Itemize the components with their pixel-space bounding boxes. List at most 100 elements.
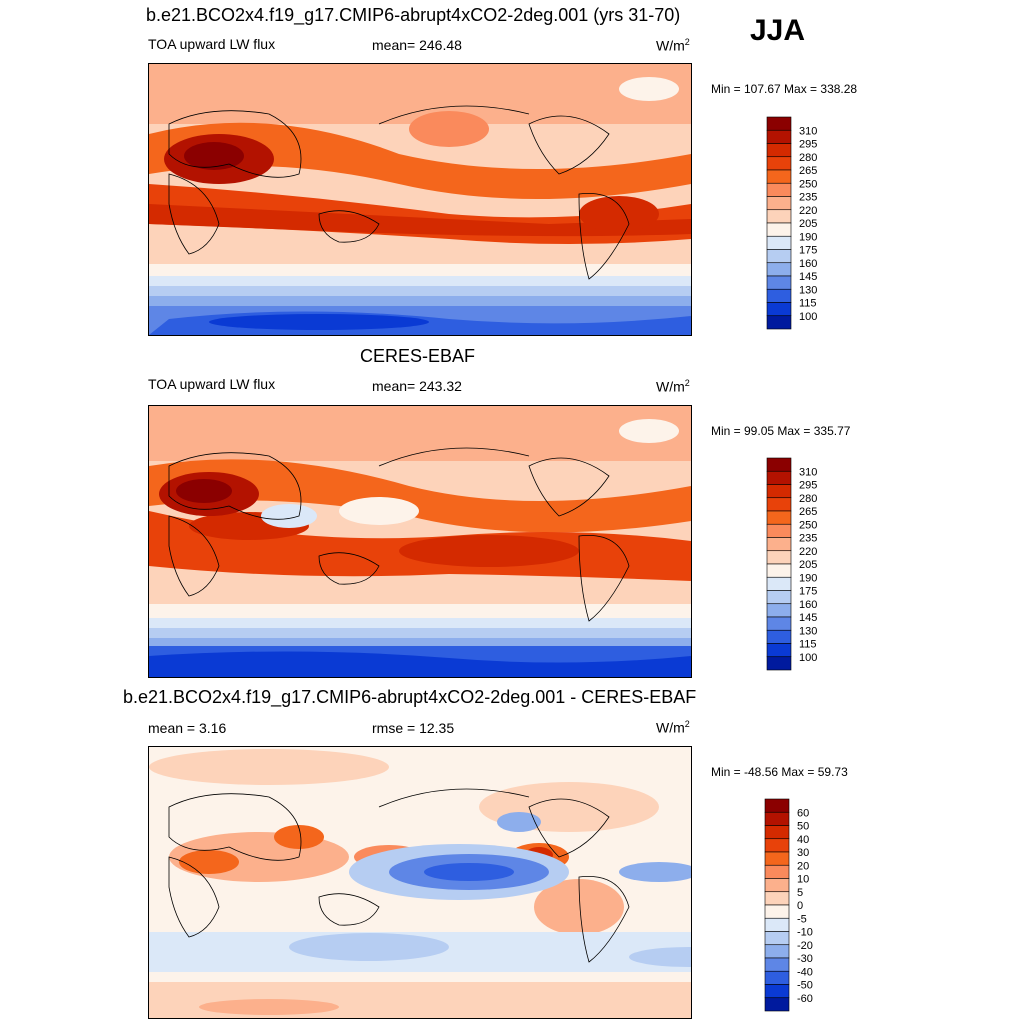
colorbar-tick-label: -5 bbox=[797, 913, 807, 925]
colorbar-swatch bbox=[766, 563, 792, 578]
colorbar-swatch bbox=[764, 798, 790, 813]
colorbar-tick-label: 175 bbox=[799, 245, 817, 257]
colorbar-tick-label: 145 bbox=[799, 612, 817, 624]
colorbar-tick-label: 220 bbox=[799, 205, 817, 217]
colorbar-swatch bbox=[764, 997, 790, 1012]
panel1-title: b.e21.BCO2x4.f19_g17.CMIP6-abrupt4xCO2-2… bbox=[146, 5, 681, 25]
colorbar-swatch bbox=[764, 811, 790, 826]
colorbar-swatch bbox=[766, 315, 792, 330]
colorbar-swatch bbox=[766, 156, 792, 171]
colorbar-swatch bbox=[766, 590, 792, 605]
panel2-left-label: TOA upward LW flux bbox=[148, 376, 276, 392]
colorbar-swatch bbox=[766, 169, 792, 184]
panel1-range-text: Min = 107.67 Max = 338.28 bbox=[711, 82, 858, 96]
colorbar-tick-label: 175 bbox=[799, 586, 817, 598]
colorbar-swatch bbox=[766, 576, 792, 591]
colorbar-tick-label: 280 bbox=[799, 152, 817, 164]
colorbar-swatch bbox=[764, 917, 790, 932]
colorbar-swatch bbox=[766, 302, 792, 317]
colorbar-tick-label: 50 bbox=[797, 821, 809, 833]
colorbar-tick-label: 145 bbox=[799, 271, 817, 283]
colorbar-swatch bbox=[766, 209, 792, 224]
colorbar-tick-label: 5 bbox=[797, 887, 803, 899]
colorbar-swatch bbox=[766, 262, 792, 277]
colorbar-tick-label: 280 bbox=[799, 493, 817, 505]
colorbar-swatch bbox=[766, 616, 792, 631]
colorbar-tick-label: 250 bbox=[799, 519, 817, 531]
colorbar-swatch bbox=[766, 196, 792, 211]
colorbar-tick-label: -10 bbox=[797, 927, 813, 939]
colorbar-tick-label: 205 bbox=[799, 559, 817, 571]
colorbar-tick-label: 235 bbox=[799, 192, 817, 204]
colorbar-swatch bbox=[766, 484, 792, 499]
colorbar-tick-label: 160 bbox=[799, 258, 817, 270]
panel3-title: b.e21.BCO2x4.f19_g17.CMIP6-abrupt4xCO2-2… bbox=[123, 687, 697, 707]
colorbar-tick-label: 130 bbox=[799, 625, 817, 637]
colorbar-swatch bbox=[766, 143, 792, 158]
colorbar-swatch bbox=[766, 629, 792, 644]
colorbar-swatch bbox=[764, 904, 790, 919]
colorbar-swatch bbox=[764, 931, 790, 946]
colorbar-tick-label: 100 bbox=[799, 311, 817, 323]
colorbar-tick-label: 265 bbox=[799, 506, 817, 518]
colorbar-tick-label: 235 bbox=[799, 533, 817, 545]
colorbar-tick-label: 205 bbox=[799, 218, 817, 230]
colorbar-swatch bbox=[766, 275, 792, 290]
colorbar-swatch bbox=[766, 523, 792, 538]
colorbar-swatch bbox=[766, 537, 792, 552]
panel2-units: W/m2 bbox=[656, 378, 690, 395]
colorbar-tick-label: 115 bbox=[799, 639, 817, 651]
colorbar-swatch bbox=[766, 656, 792, 671]
colorbar-swatch bbox=[766, 182, 792, 197]
panel3-colorbar: 60 50 40 30 20 10 5 0 -5 -10 -20 -30 -40 -50 -60 bbox=[764, 798, 825, 1012]
colorbar-swatch bbox=[766, 550, 792, 565]
colorbar-tick-label: 0 bbox=[797, 900, 803, 912]
colorbar-swatch bbox=[766, 129, 792, 144]
panel2-map bbox=[148, 405, 692, 678]
colorbar-tick-label: 160 bbox=[799, 599, 817, 611]
colorbar-swatch bbox=[766, 288, 792, 303]
colorbar-tick-label: 40 bbox=[797, 834, 809, 846]
colorbar-tick-label: 310 bbox=[799, 125, 817, 137]
panel2-mean-label: mean= 243.32 bbox=[372, 378, 462, 394]
panel2-range-text: Min = 99.05 Max = 335.77 bbox=[711, 424, 851, 438]
colorbar-tick-label: 310 bbox=[799, 466, 817, 478]
panel3-map bbox=[148, 746, 692, 1019]
colorbar-swatch bbox=[766, 497, 792, 512]
panel2-colorbar: 310 295 280 265 250 235 220 205 190 175 160 145 130 1… bbox=[766, 457, 827, 671]
colorbar-swatch bbox=[766, 235, 792, 250]
panel3-range-text: Min = -48.56 Max = 59.73 bbox=[711, 765, 848, 779]
colorbar-tick-label: 130 bbox=[799, 284, 817, 296]
colorbar-tick-label: 265 bbox=[799, 165, 817, 177]
colorbar-tick-label: 60 bbox=[797, 807, 809, 819]
colorbar-tick-label: -30 bbox=[797, 953, 813, 965]
panel1-left-label: TOA upward LW flux bbox=[148, 36, 276, 52]
colorbar-tick-label: -60 bbox=[797, 993, 813, 1005]
colorbar-swatch bbox=[766, 470, 792, 485]
colorbar-swatch bbox=[764, 825, 790, 840]
colorbar-tick-label: -50 bbox=[797, 980, 813, 992]
colorbar-swatch bbox=[766, 510, 792, 525]
colorbar-swatch bbox=[764, 970, 790, 985]
colorbar-swatch bbox=[766, 603, 792, 618]
panel2-title: CERES-EBAF bbox=[360, 346, 476, 366]
colorbar-tick-label: 190 bbox=[799, 572, 817, 584]
colorbar-swatch bbox=[764, 864, 790, 879]
panel3-mean-label: mean = 3.16 bbox=[148, 720, 227, 736]
colorbar-tick-label: 20 bbox=[797, 860, 809, 872]
colorbar-swatch bbox=[766, 457, 792, 472]
colorbar-swatch bbox=[764, 957, 790, 972]
colorbar-swatch bbox=[764, 851, 790, 866]
panel1-colorbar: 310 295 280 265 250 235 220 205 190 175 160 145 130 1… bbox=[766, 116, 827, 330]
colorbar-tick-label: 250 bbox=[799, 178, 817, 190]
colorbar-swatch bbox=[764, 891, 790, 906]
colorbar-tick-label: 30 bbox=[797, 847, 809, 859]
colorbar-swatch bbox=[764, 944, 790, 959]
colorbar-swatch bbox=[764, 878, 790, 893]
panel1-map bbox=[148, 63, 692, 336]
colorbar-swatch bbox=[766, 116, 792, 131]
colorbar-tick-label: -40 bbox=[797, 966, 813, 978]
season-label: JJA bbox=[750, 14, 806, 47]
